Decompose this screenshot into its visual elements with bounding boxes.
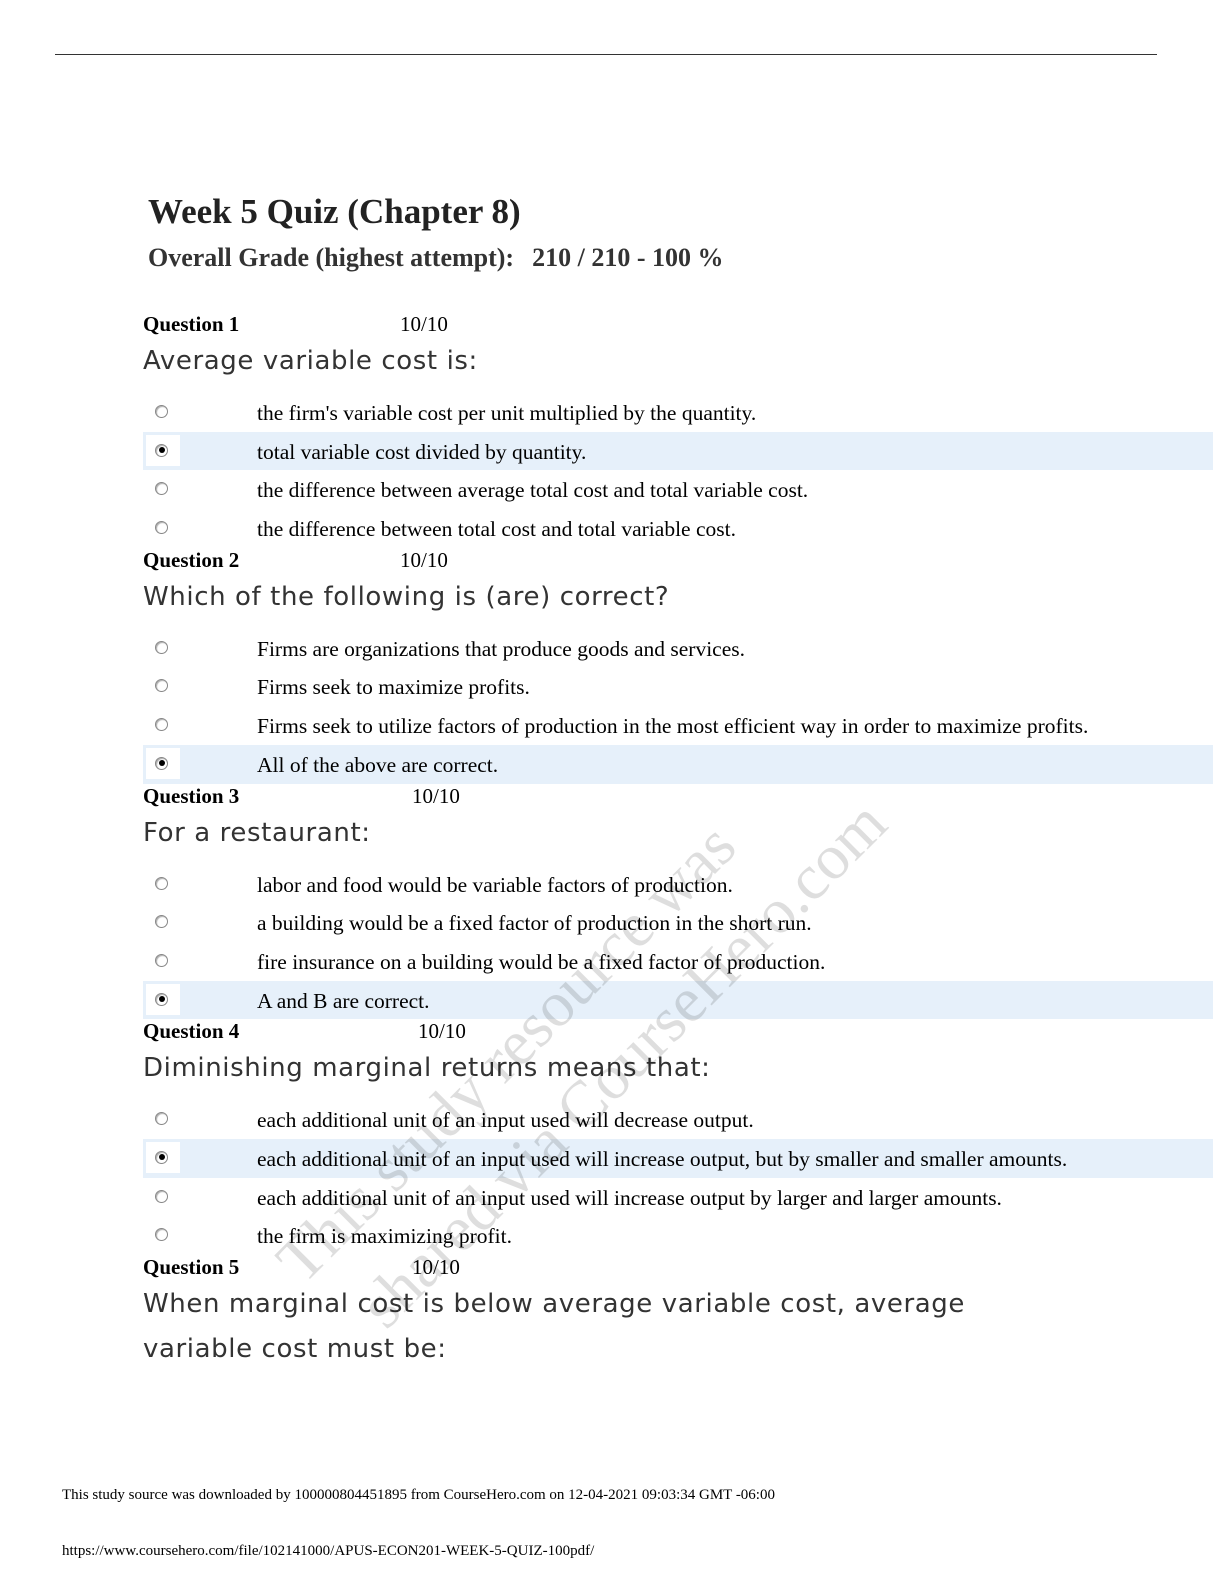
question-label: Question 2 <box>143 547 240 572</box>
radio-box <box>146 747 180 779</box>
radio-box <box>146 868 180 899</box>
radio-unselected-icon[interactable] <box>155 679 168 693</box>
radio-box <box>146 434 180 466</box>
answer-text: total variable cost divided by quantity. <box>257 439 587 464</box>
question-header: Question 5 10/10 <box>143 1255 1213 1292</box>
question-list: Question 1 10/10 Average variable cost i… <box>143 312 1213 1372</box>
answer-option[interactable]: All of the above are correct. <box>143 744 1213 784</box>
radio-selected-icon[interactable] <box>155 756 168 770</box>
answer-text: All of the above are correct. <box>257 752 499 777</box>
answer-text: Firms seek to maximize profits. <box>257 675 530 700</box>
radio-unselected-icon[interactable] <box>155 953 168 967</box>
radio-box <box>146 473 180 504</box>
radio-unselected-icon[interactable] <box>155 521 168 535</box>
page-title: Week 5 Quiz (Chapter 8) <box>148 192 521 231</box>
question-score: 10/10 <box>400 312 448 336</box>
answer-text: labor and food would be variable factors… <box>257 872 733 897</box>
answer-option[interactable]: the firm is maximizing profit. <box>143 1216 1213 1255</box>
question-block: Question 1 10/10 Average variable cost i… <box>143 312 1213 548</box>
radio-box <box>146 1103 180 1134</box>
answer-text: the firm is maximizing profit. <box>257 1224 512 1249</box>
question-header: Question 1 10/10 <box>143 312 1213 349</box>
question-block: Question 3 10/10 For a restaurant: labor… <box>143 784 1213 1020</box>
answer-option[interactable]: each additional unit of an input used wi… <box>143 1138 1213 1178</box>
radio-unselected-icon[interactable] <box>155 876 168 890</box>
radio-box <box>146 906 180 937</box>
radio-unselected-icon[interactable] <box>155 1189 168 1203</box>
answer-text: a building would be a fixed factor of pr… <box>257 911 812 936</box>
answer-option[interactable]: labor and food would be variable factors… <box>143 865 1213 904</box>
radio-selected-icon[interactable] <box>155 443 168 457</box>
radio-unselected-icon[interactable] <box>155 1228 168 1242</box>
answer-text: the difference between total cost and to… <box>257 517 736 542</box>
answer-option[interactable]: the difference between average total cos… <box>143 470 1213 509</box>
question-prompt: Which of the following is (are) correct? <box>143 581 670 612</box>
answer-option[interactable]: A and B are correct. <box>143 980 1213 1020</box>
grade-value: 210 / 210 - 100 % <box>532 243 724 272</box>
radio-box <box>146 670 180 701</box>
answer-option[interactable]: Firms seek to utilize factors of product… <box>143 706 1213 745</box>
answer-text: each additional unit of an input used wi… <box>257 1146 1068 1171</box>
radio-box <box>146 945 180 976</box>
radio-unselected-icon[interactable] <box>155 915 168 929</box>
radio-box <box>146 983 180 1015</box>
radio-box <box>146 1181 180 1212</box>
question-header: Question 2 10/10 <box>143 548 1213 585</box>
answer-text: the firm's variable cost per unit multip… <box>257 401 757 425</box>
question-label: Question 1 <box>143 312 240 336</box>
question-prompt: Average variable cost is: <box>143 346 478 376</box>
radio-unselected-icon[interactable] <box>155 405 168 418</box>
answer-option[interactable]: fire insurance on a building would be a … <box>143 942 1213 981</box>
question-block: Question 2 10/10 Which of the following … <box>143 548 1213 784</box>
answer-option[interactable]: each additional unit of an input used wi… <box>143 1100 1213 1139</box>
answer-option[interactable]: total variable cost divided by quantity. <box>143 431 1213 471</box>
radio-box <box>146 632 180 663</box>
radio-box <box>146 396 180 427</box>
answer-text: each additional unit of an input used wi… <box>257 1108 754 1133</box>
question-score: 10/10 <box>412 1255 460 1279</box>
radio-selected-icon[interactable] <box>155 1150 168 1164</box>
radio-box <box>146 512 180 543</box>
top-rule <box>55 54 1157 55</box>
source-url[interactable]: https://www.coursehero.com/file/10214100… <box>62 1543 595 1559</box>
question-label: Question 3 <box>143 783 240 808</box>
question-prompt: When marginal cost is below average vari… <box>143 1289 966 1364</box>
question-block: Question 4 10/10 Diminishing marginal re… <box>143 1019 1213 1255</box>
radio-unselected-icon[interactable] <box>155 718 168 732</box>
question-score: 10/10 <box>418 1019 466 1044</box>
radio-unselected-icon[interactable] <box>155 482 168 496</box>
question-label: Question 4 <box>143 1019 240 1044</box>
answer-text: A and B are correct. <box>257 988 430 1013</box>
answer-text: Firms seek to utilize factors of product… <box>257 714 1089 739</box>
radio-unselected-icon[interactable] <box>155 640 168 654</box>
grade-label: Overall Grade (highest attempt): <box>148 243 515 272</box>
answer-option[interactable]: Firms are organizations that produce goo… <box>143 629 1213 668</box>
radio-box <box>146 1219 180 1250</box>
question-label: Question 5 <box>143 1255 240 1279</box>
answer-option[interactable]: the firm's variable cost per unit multip… <box>143 393 1213 432</box>
question-prompt: For a restaurant: <box>143 817 371 848</box>
answer-text: each additional unit of an input used wi… <box>257 1185 1002 1210</box>
question-prompt: Diminishing marginal returns means that: <box>143 1053 711 1084</box>
answer-option[interactable]: each additional unit of an input used wi… <box>143 1178 1213 1217</box>
overall-grade: Overall Grade (highest attempt): 210 / 21… <box>148 243 723 273</box>
download-note: This study source was downloaded by 1000… <box>62 1487 775 1503</box>
question-header: Question 3 10/10 <box>143 784 1213 821</box>
question-score: 10/10 <box>412 783 460 808</box>
answer-text: the difference between average total cos… <box>257 478 809 503</box>
question-score: 10/10 <box>400 547 448 572</box>
answer-text: fire insurance on a building would be a … <box>257 949 826 974</box>
question-block: Question 5 10/10 When marginal cost is b… <box>143 1255 1213 1372</box>
radio-unselected-icon[interactable] <box>155 1112 168 1126</box>
answer-text: Firms are organizations that produce goo… <box>257 636 746 661</box>
radio-box <box>146 709 180 740</box>
answer-option[interactable]: Firms seek to maximize profits. <box>143 667 1213 706</box>
radio-box <box>146 1141 180 1173</box>
answer-option[interactable]: the difference between total cost and to… <box>143 509 1213 548</box>
question-header: Question 4 10/10 <box>143 1019 1213 1056</box>
answer-option[interactable]: a building would be a fixed factor of pr… <box>143 903 1213 942</box>
radio-selected-icon[interactable] <box>155 992 168 1006</box>
